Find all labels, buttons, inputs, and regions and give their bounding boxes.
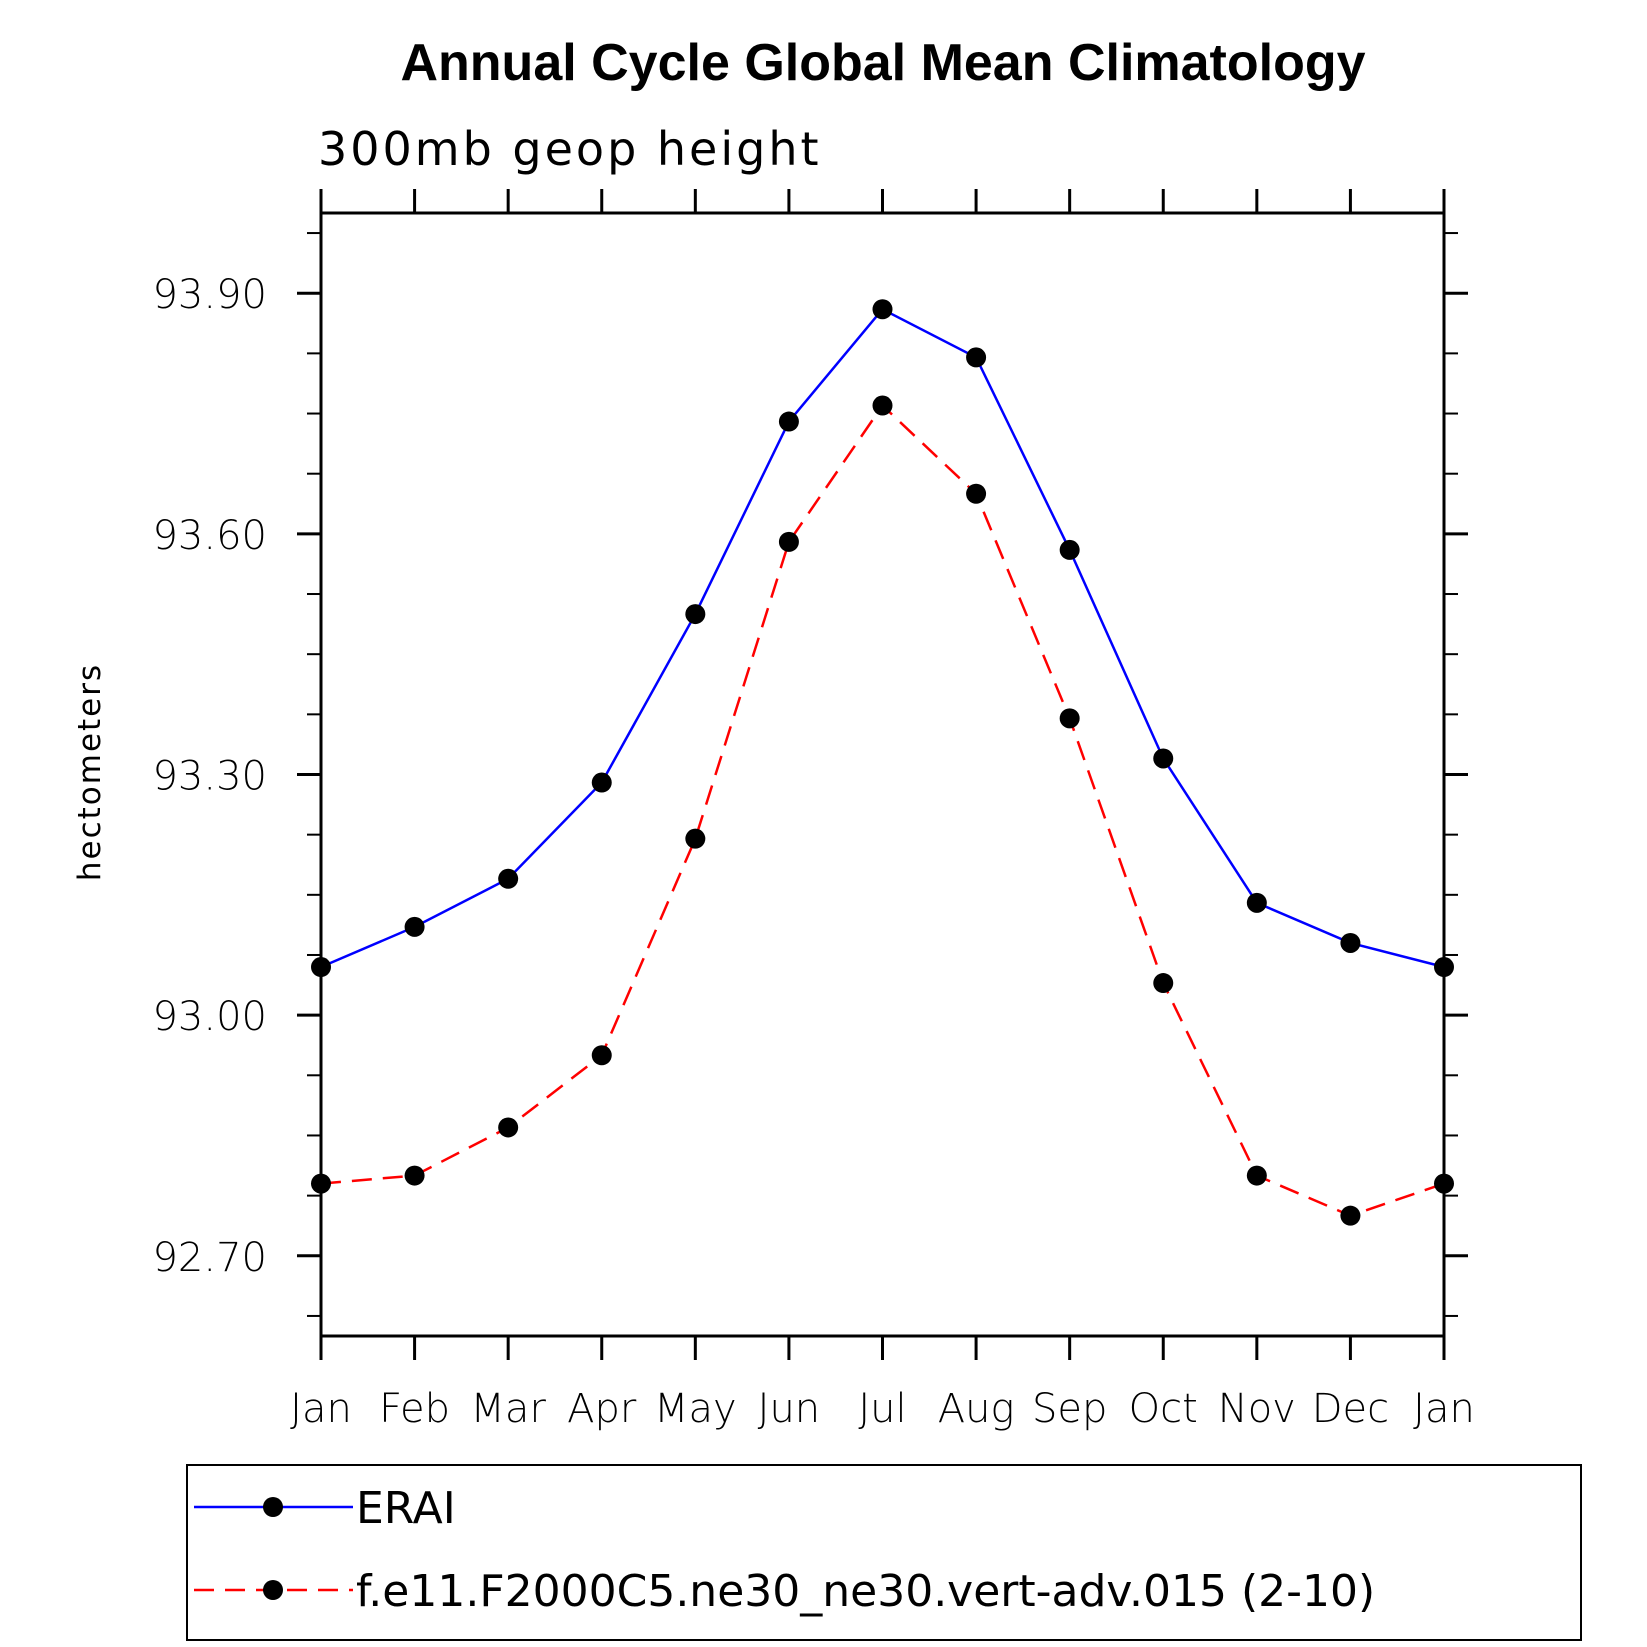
series-1-point — [1434, 1173, 1454, 1194]
axes: Jan Feb Mar Apr May Jun Jul Aug Sep Oct Nov Dec Jan 9… — [152, 189, 1475, 1432]
series-1-point — [1059, 708, 1080, 729]
series-1-point — [685, 828, 706, 849]
y-tick-label: 92.70 — [152, 1235, 267, 1281]
legend: ERAI f.e11.F2000C5.ne30_ne30.vert-adv.01… — [186, 1464, 1582, 1641]
series-0-point — [685, 604, 706, 625]
series-0-point — [1434, 957, 1454, 978]
x-tick-label: Jan — [1413, 1386, 1475, 1432]
series-0-point — [498, 868, 519, 889]
x-tick-label: Apr — [567, 1386, 637, 1432]
series-0-point — [1246, 892, 1267, 913]
series-0-point — [591, 772, 612, 793]
series-0-point — [1340, 932, 1361, 953]
legend-label-erai: ERAI — [356, 1483, 456, 1534]
x-tick-label: Feb — [379, 1386, 450, 1432]
legend-marker-erai — [263, 1497, 283, 1517]
series-1-point — [1246, 1165, 1267, 1186]
series-0-point — [1059, 539, 1080, 560]
plot-frame — [319, 211, 1446, 1338]
y-axis-label: hectometers — [72, 663, 108, 881]
chart-subtitle: 300mb geop height — [318, 122, 822, 176]
y-tick-label: 93.30 — [152, 754, 267, 800]
y-tick-label: 93.90 — [152, 272, 267, 318]
legend-box — [186, 1464, 1582, 1641]
series-1-point — [778, 531, 799, 552]
legend-marker-model — [263, 1580, 283, 1600]
chart-title: Annual Cycle Global Mean Climatology — [400, 34, 1365, 92]
y-tick-label: 93.60 — [152, 513, 267, 559]
y-tick-label: 93.00 — [152, 994, 267, 1040]
x-tick-label: Sep — [1032, 1386, 1107, 1432]
x-tick-label: Jun — [758, 1386, 821, 1432]
series-1-point — [591, 1045, 612, 1066]
x-tick-label: Dec — [1312, 1386, 1389, 1432]
series-0-point — [404, 916, 425, 937]
series-0-point — [778, 411, 799, 432]
x-tick-label: Aug — [938, 1386, 1015, 1432]
series-0-point — [1153, 748, 1174, 769]
series-1-point — [498, 1117, 519, 1138]
x-tick-label: Mar — [470, 1386, 546, 1432]
series-1-point — [1153, 973, 1174, 994]
series-1-point — [404, 1165, 425, 1186]
legend-label-model: f.e11.F2000C5.ne30_ne30.vert-adv.015 (2-… — [356, 1566, 1375, 1617]
series-1-point — [1340, 1205, 1361, 1226]
x-tick-label: Oct — [1129, 1386, 1198, 1432]
series-line-1 — [320, 403, 1445, 1218]
x-tick-label: Nov — [1218, 1386, 1296, 1432]
x-tick-label: May — [654, 1386, 737, 1432]
x-tick-label: Jul — [858, 1386, 906, 1432]
series-1-point — [311, 1173, 331, 1194]
x-tick-label: Jan — [290, 1386, 352, 1432]
series-layer — [311, 299, 1454, 1226]
series-1-point — [872, 395, 893, 416]
series-0-point — [311, 957, 331, 978]
series-0-point — [966, 347, 987, 368]
series-1-point — [966, 483, 987, 504]
series-0-point — [872, 299, 893, 320]
